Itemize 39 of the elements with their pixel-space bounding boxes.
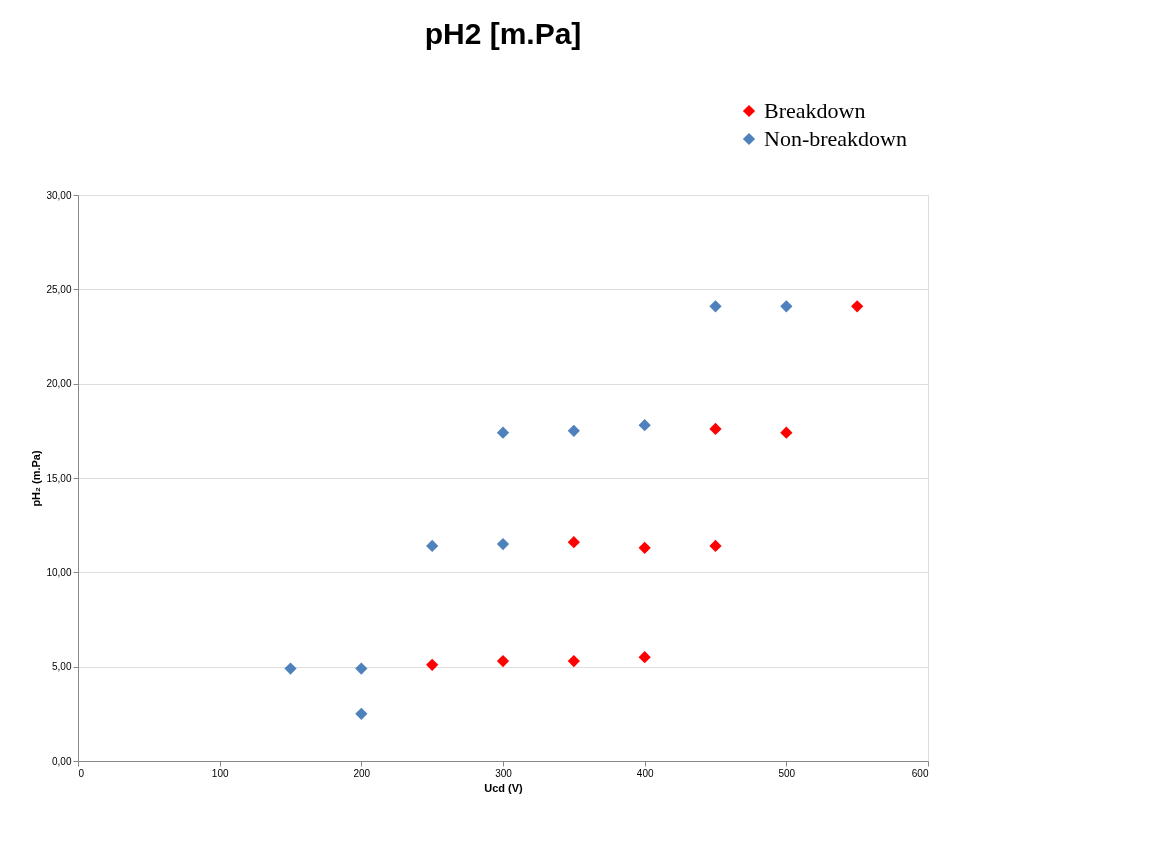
point xyxy=(638,541,651,554)
y-tick-label: 10,00 xyxy=(46,566,72,578)
point xyxy=(567,536,580,549)
y-tick-label: 0,00 xyxy=(52,755,72,767)
point xyxy=(638,419,651,432)
point xyxy=(426,658,439,671)
x-tick-label: 0 xyxy=(78,767,85,779)
point xyxy=(780,300,793,313)
point xyxy=(709,422,722,436)
y-tick-label: 15,00 xyxy=(46,472,72,484)
x-tick-label: 600 xyxy=(911,767,929,779)
y-axis-title: pH₂ (m.Pa) xyxy=(30,450,43,507)
point xyxy=(638,651,651,664)
legend-label: Non-breakdown xyxy=(764,126,907,151)
point xyxy=(567,654,580,668)
x-tick-label: 300 xyxy=(495,767,513,779)
point xyxy=(496,654,510,668)
point xyxy=(284,662,297,675)
point xyxy=(496,426,510,439)
x-tick-label: 100 xyxy=(211,767,229,779)
point xyxy=(567,424,580,437)
y-tick-label: 30,00 xyxy=(46,189,72,201)
x-tick-label: 400 xyxy=(636,767,654,779)
x-tick-label: 500 xyxy=(778,767,796,779)
point xyxy=(496,537,510,551)
x-tick-label: 200 xyxy=(353,767,371,779)
y-tick-label: 20,00 xyxy=(46,378,72,390)
point xyxy=(851,300,864,313)
point xyxy=(355,707,368,720)
legend-label: Breakdown xyxy=(764,98,866,123)
point xyxy=(709,539,722,553)
point xyxy=(709,300,722,313)
point xyxy=(780,426,793,439)
y-tick-label: 5,00 xyxy=(52,661,72,673)
x-axis-title: Ucd (V) xyxy=(484,781,524,794)
y-tick-label: 25,00 xyxy=(46,283,72,295)
chart-title: pH2 [m.Pa] xyxy=(424,17,582,50)
point xyxy=(426,539,439,553)
point xyxy=(355,662,368,675)
